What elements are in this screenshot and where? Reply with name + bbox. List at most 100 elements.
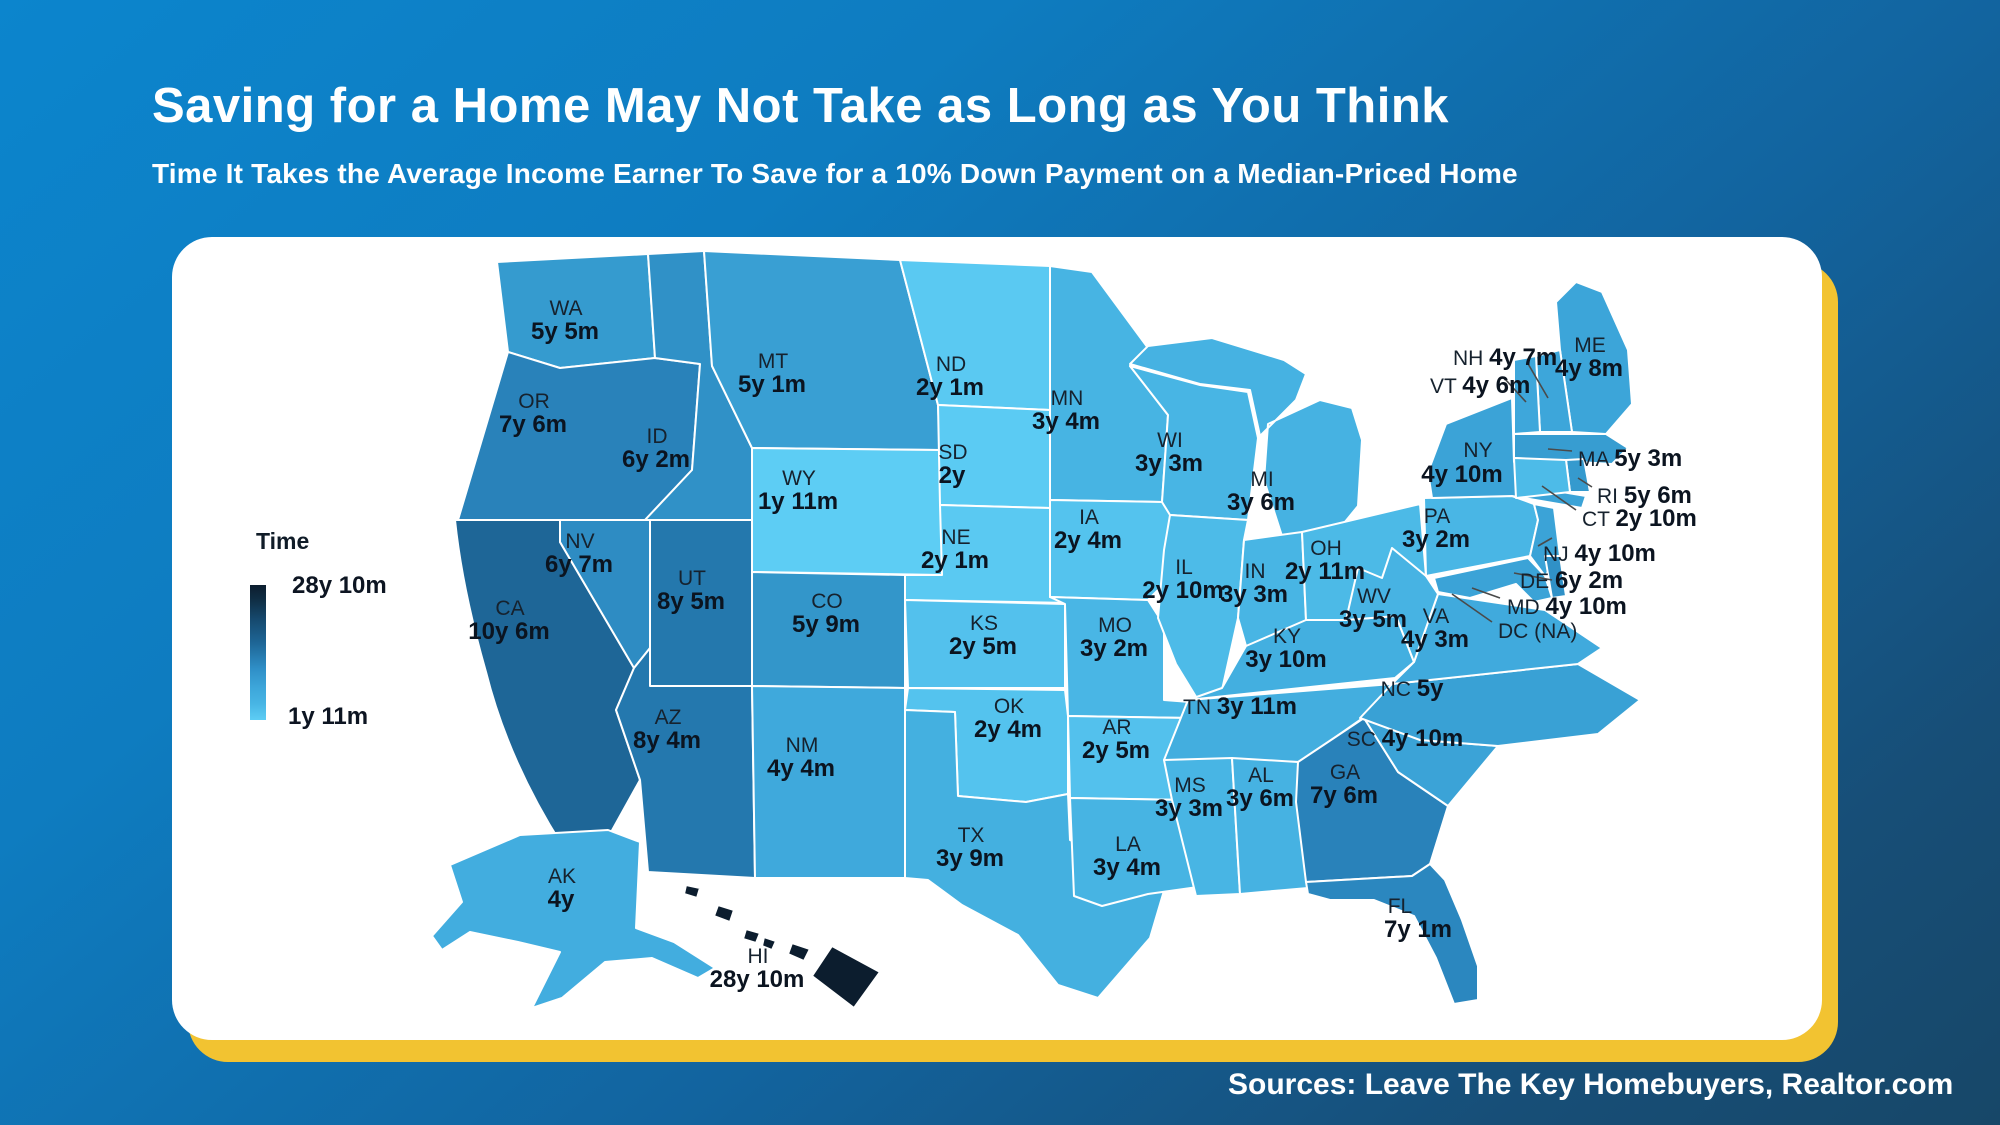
state-abbr-WY: WY	[782, 467, 816, 490]
state-abbr-UT: UT	[678, 567, 706, 590]
state-value-VA: 4y 3m	[1401, 626, 1469, 653]
state-value-KY: 3y 10m	[1245, 646, 1326, 673]
source-attribution: Sources: Leave The Key Homebuyers, Realt…	[1228, 1068, 1954, 1101]
state-abbr-LA: LA	[1115, 833, 1141, 856]
state-abbr-WV: WV	[1357, 585, 1391, 608]
state-value-CA: 10y 6m	[468, 618, 549, 645]
state-abbr-NV: NV	[565, 530, 594, 553]
state-abbr-NM: NM	[786, 734, 819, 757]
legend-min-value: 1y 11m	[288, 703, 369, 730]
state-label-DC: DC (NA)	[1498, 620, 1577, 643]
state-label-NC: NC 5y	[1381, 675, 1445, 702]
state-value-NE: 2y 1m	[921, 547, 989, 574]
state-abbr-ID: ID	[647, 425, 668, 448]
state-abbr-MT: MT	[758, 350, 788, 373]
state-abbr-KS: KS	[970, 612, 998, 635]
state-value-NM: 4y 4m	[767, 755, 835, 782]
state-abbr-AL: AL	[1248, 764, 1274, 787]
state-shape-TX	[904, 709, 1167, 999]
state-abbr-OK: OK	[994, 695, 1024, 718]
state-value-UT: 8y 5m	[657, 588, 725, 615]
legend-gradient-bar	[250, 585, 266, 720]
state-shape-CT	[1513, 457, 1571, 499]
state-abbr-MN: MN	[1051, 387, 1084, 410]
state-value-KS: 2y 5m	[949, 633, 1017, 660]
state-value-WA: 5y 5m	[531, 318, 599, 345]
state-value-MO: 3y 2m	[1080, 635, 1148, 662]
state-value-SD: 2y	[939, 462, 966, 489]
state-shape-HI	[683, 884, 881, 1009]
state-abbr-IN: IN	[1245, 560, 1266, 583]
state-shape-ME	[1555, 281, 1633, 435]
state-value-ND: 2y 1m	[916, 374, 984, 401]
state-abbr-HI: HI	[748, 945, 769, 968]
callout-line-RI	[1577, 477, 1593, 488]
state-abbr-GA: GA	[1330, 761, 1360, 784]
state-abbr-CO: CO	[811, 590, 843, 613]
state-shape-KS	[904, 599, 1066, 689]
state-shape-MI	[1129, 337, 1363, 537]
state-value-FL: 7y 1m	[1384, 916, 1452, 943]
callout-line-DE	[1513, 572, 1553, 581]
page-title: Saving for a Home May Not Take as Long a…	[152, 79, 1450, 133]
state-shape-FL	[1305, 863, 1479, 1005]
legend-max-value: 28y 10m	[292, 572, 387, 599]
state-value-NY: 4y 10m	[1421, 461, 1502, 488]
state-abbr-AZ: AZ	[655, 706, 682, 729]
state-value-IN: 3y 3m	[1220, 581, 1288, 608]
state-abbr-ND: ND	[936, 353, 966, 376]
callout-line-NJ	[1537, 537, 1553, 547]
state-abbr-WI: WI	[1157, 429, 1183, 452]
state-value-PA: 3y 2m	[1402, 526, 1470, 553]
state-label-MD: MD 4y 10m	[1507, 593, 1627, 620]
state-value-AZ: 8y 4m	[633, 727, 701, 754]
state-value-IL: 2y 10m	[1142, 577, 1223, 604]
state-abbr-TX: TX	[958, 824, 985, 847]
state-abbr-SD: SD	[938, 441, 967, 464]
state-label-SC: SC 4y 10m	[1347, 725, 1463, 752]
state-abbr-OH: OH	[1310, 537, 1342, 560]
state-abbr-IL: IL	[1175, 556, 1193, 579]
state-abbr-ME: ME	[1574, 334, 1606, 357]
state-abbr-OR: OR	[518, 390, 550, 413]
state-label-MA: MA 5y 3m	[1578, 445, 1682, 472]
state-label-CT: CT 2y 10m	[1582, 505, 1697, 532]
state-abbr-KY: KY	[1273, 625, 1301, 648]
callout-line-CT	[1541, 485, 1577, 511]
callout-line-NH	[1526, 361, 1549, 399]
state-abbr-WA: WA	[549, 297, 582, 320]
state-shape-NC	[1359, 663, 1641, 747]
state-shape-VT	[1513, 355, 1541, 435]
callout-line-MA	[1547, 448, 1573, 452]
state-abbr-AR: AR	[1102, 716, 1131, 739]
page-subtitle: Time It Takes the Average Income Earner …	[152, 158, 1518, 189]
state-value-WV: 3y 5m	[1339, 606, 1407, 633]
state-abbr-AK: AK	[548, 865, 576, 888]
state-abbr-MO: MO	[1098, 614, 1132, 637]
legend-title: Time	[256, 528, 310, 554]
state-value-OR: 7y 6m	[499, 411, 567, 438]
state-value-MT: 5y 1m	[738, 371, 806, 398]
state-label-VT: VT 4y 6m	[1430, 372, 1530, 399]
state-shape-AL	[1231, 757, 1309, 895]
state-value-WI: 3y 3m	[1135, 450, 1203, 477]
state-abbr-CA: CA	[495, 597, 524, 620]
state-label-NJ: NJ 4y 10m	[1543, 540, 1656, 567]
state-value-GA: 7y 6m	[1310, 782, 1378, 809]
state-abbr-PA: PA	[1424, 505, 1450, 528]
state-shape-NM	[751, 685, 906, 879]
state-abbr-NY: NY	[1463, 439, 1492, 462]
state-value-IA: 2y 4m	[1054, 527, 1122, 554]
state-value-NV: 6y 7m	[545, 551, 613, 578]
callout-line-MD	[1471, 587, 1501, 599]
state-label-DE: DE 6y 2m	[1520, 567, 1623, 594]
state-value-HI: 28y 10m	[710, 966, 805, 993]
state-abbr-IA: IA	[1079, 506, 1099, 529]
state-value-MS: 3y 3m	[1155, 795, 1223, 822]
state-abbr-MI: MI	[1250, 468, 1273, 491]
state-value-AL: 3y 6m	[1226, 785, 1294, 812]
state-value-CO: 5y 9m	[792, 611, 860, 638]
callout-line-VT	[1504, 378, 1527, 403]
